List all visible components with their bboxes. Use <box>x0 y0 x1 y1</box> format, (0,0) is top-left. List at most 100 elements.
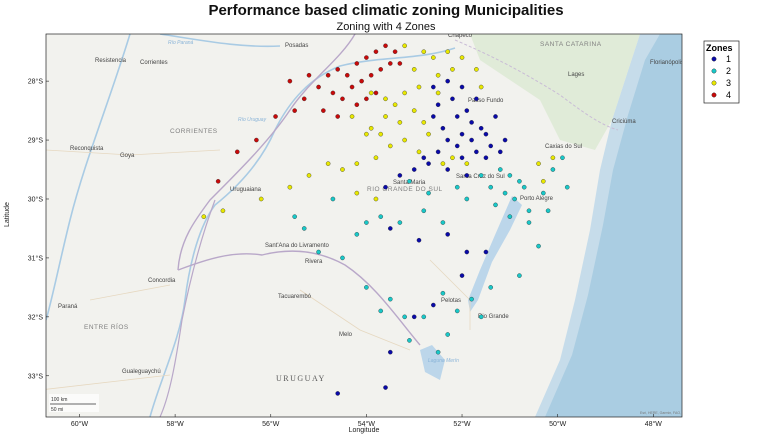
zone-2-point <box>407 179 412 184</box>
zone-3-point <box>550 155 556 161</box>
shelf-water <box>545 34 682 417</box>
zone-1-point <box>445 167 450 172</box>
zone-1-point <box>478 126 484 131</box>
zone-4-point <box>287 78 293 84</box>
zone-4-point <box>335 114 340 119</box>
zone-2-point <box>445 332 450 337</box>
zone-1-point <box>411 314 417 320</box>
zone-2-point <box>541 190 546 196</box>
legend-marker-3 <box>711 80 717 86</box>
zone-3-point <box>435 72 441 78</box>
zone-1-point <box>431 84 436 90</box>
river-parana <box>46 34 281 321</box>
legend-label-4: 4 <box>726 90 731 100</box>
zone-4-point <box>392 49 398 54</box>
zone-1-point <box>411 167 417 172</box>
legend-marker-1 <box>711 56 717 62</box>
zone-3-point <box>373 196 379 202</box>
zone-4-point <box>335 67 340 72</box>
zone-4-point <box>354 102 360 107</box>
zone-1-point <box>474 96 479 102</box>
zone-3-point <box>364 131 369 137</box>
x-tick-label: 58°W <box>167 420 185 428</box>
legend-label-1: 1 <box>726 54 731 64</box>
zone-4-point <box>368 72 374 78</box>
zone-4-point <box>388 61 393 66</box>
zone-4-point <box>325 72 331 78</box>
zone-2-point <box>526 220 532 225</box>
zone-2-point <box>402 314 407 320</box>
zone-3-point <box>220 208 226 214</box>
zone-3-point <box>440 161 446 166</box>
zone-2-point <box>354 232 360 237</box>
zone-4-point <box>330 90 336 96</box>
zone-1-point <box>469 120 474 125</box>
legend-label-2: 2 <box>726 66 731 76</box>
x-tick-label: 48°W <box>645 420 663 428</box>
zone-3-point <box>383 114 388 119</box>
zone-2-point <box>521 184 527 190</box>
zone-3-point <box>416 149 422 155</box>
zone-2-point <box>454 308 460 314</box>
river-uruguay <box>149 47 456 417</box>
zone-4-point <box>344 72 350 78</box>
zone-1-point <box>454 114 460 119</box>
zone-2-point <box>464 196 470 202</box>
zone-2-point <box>388 296 393 302</box>
zone-3-point <box>392 102 398 107</box>
zone-1-point <box>483 131 489 137</box>
zone-4-point <box>321 108 326 113</box>
zone-4-point <box>316 84 321 90</box>
zone-1-point <box>450 96 455 102</box>
zone-1-point <box>454 143 460 149</box>
place-label: Gualeguaychú <box>122 369 161 375</box>
zone-2-point <box>440 220 446 225</box>
zone-3-point <box>416 84 422 90</box>
zone-1-point <box>464 108 470 113</box>
y-tick-label: 32°S <box>28 313 44 321</box>
zone-3-point <box>459 55 465 60</box>
zone-2-point <box>364 220 369 225</box>
zone-3-point <box>325 161 331 166</box>
zone-2-point <box>526 208 532 214</box>
zone-3-point <box>368 126 374 131</box>
x-tick-label: 50°W <box>549 420 567 428</box>
zone-4-point <box>254 137 259 143</box>
zone-4-point <box>349 84 355 90</box>
legend-title: Zones <box>706 43 733 53</box>
zone-1-point <box>397 173 403 178</box>
place-label: Rio Grande <box>478 314 509 320</box>
x-axis-label: Longitude <box>348 427 380 434</box>
water-label: Laguna Merín <box>428 358 459 364</box>
y-tick-label: 33°S <box>28 372 44 380</box>
zone-1-point <box>459 273 465 278</box>
place-label: Chapecó <box>448 33 473 39</box>
zone-4-point <box>359 78 364 84</box>
zone-2-point <box>435 349 441 355</box>
zone-2-point <box>488 285 493 290</box>
place-label: Florianópolis <box>650 60 684 66</box>
zone-2-point <box>292 214 297 219</box>
place-label: Paraná <box>58 304 78 310</box>
zone-3-point <box>464 161 470 166</box>
zone-2-point <box>517 273 522 278</box>
zone-3-point <box>201 214 207 219</box>
border-brazil-uruguay <box>177 250 421 346</box>
zone-1-point <box>445 137 450 143</box>
region-label: ENTRE RÍOS <box>84 322 129 331</box>
zone-1-point <box>335 391 340 396</box>
zone-2-point <box>550 167 556 172</box>
zone-3-point <box>431 55 436 60</box>
y-tick-label: 31°S <box>28 254 44 262</box>
zone-2-point <box>340 255 345 261</box>
place-label: Pelotas <box>441 298 461 304</box>
place-label: Uruguaiana <box>230 187 262 193</box>
water-label: Río Paraná <box>168 40 194 46</box>
zone-4-point <box>378 67 384 72</box>
zone-2-point <box>440 290 446 296</box>
region-label: CORRIENTES <box>170 128 218 135</box>
x-tick-label: 56°W <box>262 420 280 428</box>
zone-2-point <box>454 184 460 190</box>
zone-2-point <box>330 196 336 202</box>
zone-3-point <box>411 67 417 72</box>
